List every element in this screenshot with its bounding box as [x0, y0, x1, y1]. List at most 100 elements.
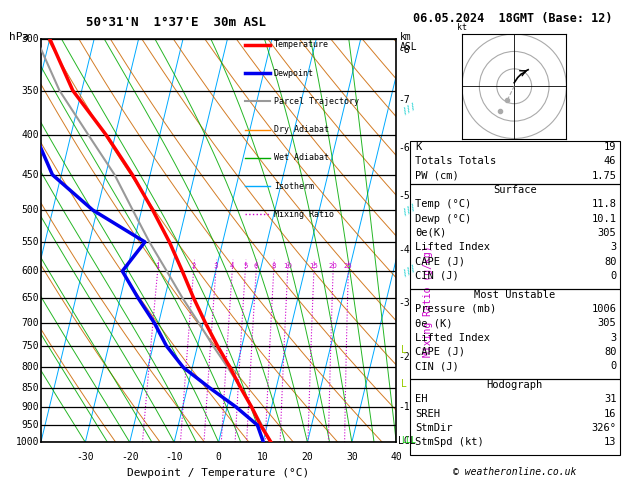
Text: 400: 400 [21, 130, 39, 140]
Text: Surface: Surface [493, 185, 537, 195]
Text: Mixing Ratio (g/kg): Mixing Ratio (g/kg) [423, 245, 433, 357]
Text: 326°: 326° [591, 423, 616, 433]
Text: 80: 80 [604, 347, 616, 357]
Text: 19: 19 [604, 142, 616, 152]
Text: 46: 46 [604, 156, 616, 166]
Text: θe (K): θe (K) [415, 318, 453, 328]
Text: 25: 25 [344, 263, 353, 269]
Text: 350: 350 [21, 86, 39, 96]
Text: 6: 6 [254, 263, 259, 269]
Text: CAPE (J): CAPE (J) [415, 347, 465, 357]
Text: 1: 1 [155, 263, 160, 269]
Text: -5: -5 [398, 191, 410, 201]
Text: 06.05.2024  18GMT (Base: 12): 06.05.2024 18GMT (Base: 12) [413, 12, 613, 25]
Text: SREH: SREH [415, 409, 440, 418]
Text: 800: 800 [21, 363, 39, 372]
Text: 600: 600 [21, 266, 39, 276]
Text: Parcel Trajectory: Parcel Trajectory [274, 97, 359, 106]
Text: Lifted Index: Lifted Index [415, 243, 490, 252]
Text: Temp (°C): Temp (°C) [415, 199, 471, 209]
Text: EH: EH [415, 394, 428, 404]
Text: -4: -4 [398, 245, 410, 255]
Text: CIN (J): CIN (J) [415, 361, 459, 371]
Text: 305: 305 [598, 228, 616, 238]
Text: -1: -1 [398, 402, 410, 412]
Text: 3: 3 [214, 263, 218, 269]
Text: 3: 3 [610, 243, 616, 252]
Text: θe(K): θe(K) [415, 228, 447, 238]
Text: hPa: hPa [9, 32, 30, 42]
Text: 20: 20 [301, 452, 313, 462]
Text: 10: 10 [257, 452, 269, 462]
Text: 5: 5 [243, 263, 247, 269]
Text: Lifted Index: Lifted Index [415, 332, 490, 343]
Text: 550: 550 [21, 237, 39, 247]
Text: kt: kt [457, 23, 467, 32]
Text: 850: 850 [21, 383, 39, 393]
Text: 80: 80 [604, 257, 616, 267]
Text: Dewp (°C): Dewp (°C) [415, 214, 471, 224]
Text: -3: -3 [398, 298, 410, 308]
Text: -8: -8 [398, 45, 410, 55]
Text: L: L [401, 379, 407, 389]
Text: CIN (J): CIN (J) [415, 271, 459, 281]
Text: 700: 700 [21, 318, 39, 328]
Text: © weatheronline.co.uk: © weatheronline.co.uk [453, 467, 577, 477]
Text: 16: 16 [604, 409, 616, 418]
Text: K: K [415, 142, 421, 152]
Text: 750: 750 [21, 341, 39, 351]
Text: -10: -10 [165, 452, 183, 462]
Text: LCL: LCL [398, 435, 416, 446]
Text: Dewpoint: Dewpoint [274, 69, 314, 78]
Text: 450: 450 [21, 170, 39, 180]
Text: 650: 650 [21, 293, 39, 303]
Text: Dry Adiabat: Dry Adiabat [274, 125, 329, 134]
Text: Wet Adiabat: Wet Adiabat [274, 154, 329, 162]
Text: 500: 500 [21, 205, 39, 215]
Text: 3: 3 [610, 332, 616, 343]
Text: CAPE (J): CAPE (J) [415, 257, 465, 267]
Text: Pressure (mb): Pressure (mb) [415, 304, 496, 314]
Text: -20: -20 [121, 452, 138, 462]
Text: ///: /// [401, 202, 419, 218]
Text: 10.1: 10.1 [591, 214, 616, 224]
Text: 900: 900 [21, 402, 39, 412]
Text: 0: 0 [610, 271, 616, 281]
Text: km
ASL: km ASL [399, 32, 417, 52]
Text: Hodograph: Hodograph [487, 380, 543, 390]
Text: -30: -30 [77, 452, 94, 462]
Text: 950: 950 [21, 420, 39, 430]
Text: Isotherm: Isotherm [274, 182, 314, 191]
Text: Temperature: Temperature [274, 40, 329, 50]
Text: 20: 20 [329, 263, 338, 269]
Text: 13: 13 [604, 437, 616, 447]
Text: 40: 40 [391, 452, 402, 462]
Text: 8: 8 [272, 263, 276, 269]
Text: StmSpd (kt): StmSpd (kt) [415, 437, 484, 447]
Text: 0: 0 [610, 361, 616, 371]
Text: PW (cm): PW (cm) [415, 171, 459, 181]
Text: ///: /// [401, 102, 419, 117]
Text: 305: 305 [598, 318, 616, 328]
Text: 1.75: 1.75 [591, 171, 616, 181]
Text: Most Unstable: Most Unstable [474, 290, 555, 299]
Text: 11.8: 11.8 [591, 199, 616, 209]
Text: -2: -2 [398, 352, 410, 362]
Text: 0: 0 [216, 452, 221, 462]
Text: -7: -7 [398, 95, 410, 105]
Text: 4: 4 [230, 263, 235, 269]
Text: 1000: 1000 [16, 437, 39, 447]
Text: Totals Totals: Totals Totals [415, 156, 496, 166]
Text: ///: /// [401, 263, 419, 279]
Text: 15: 15 [309, 263, 318, 269]
Text: 2: 2 [191, 263, 196, 269]
Text: LLL: LLL [401, 436, 416, 445]
Text: 1006: 1006 [591, 304, 616, 314]
Text: 30: 30 [346, 452, 358, 462]
Text: L: L [401, 346, 407, 355]
Text: Mixing Ratio: Mixing Ratio [274, 210, 333, 219]
Text: 10: 10 [283, 263, 292, 269]
Text: Dewpoint / Temperature (°C): Dewpoint / Temperature (°C) [128, 469, 309, 479]
Text: StmDir: StmDir [415, 423, 453, 433]
Text: -6: -6 [398, 142, 410, 153]
